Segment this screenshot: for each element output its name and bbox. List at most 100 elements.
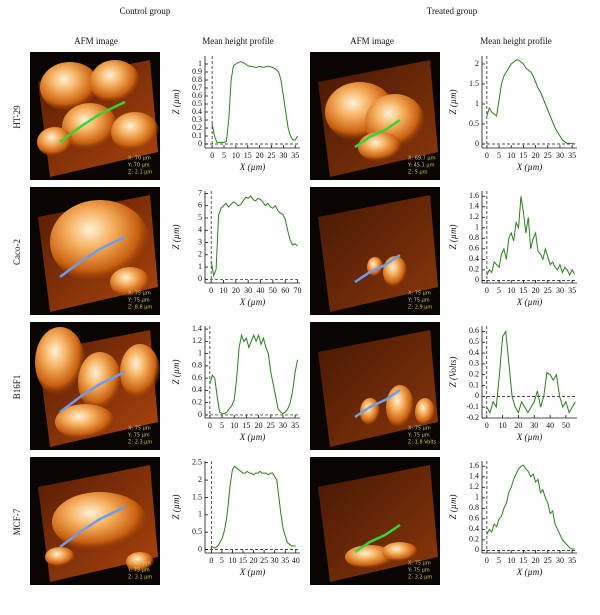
x-tick-label: 15 [519,556,527,565]
x-axis-label: X (µm) [516,162,542,172]
scan-size: Z: 2.9 µm [408,305,432,311]
profile-curve [486,59,575,145]
afm-image: X: 75 µmY: 75 µmZ: 8.8 µm [30,187,160,315]
surface-feature [415,398,435,426]
x-tick-label: 20 [255,421,263,430]
y-tick-label: 2 [475,59,479,68]
x-axis-label: X (µm) [516,297,542,307]
scan-size: Y: 75 µm [127,568,150,574]
y-axis-label: Z (µm) [171,90,181,115]
profile-curve [209,333,299,415]
y-tick-label: 0.4 [469,254,479,263]
y-tick-label: 0.8 [469,233,479,242]
y-tick-label: 0 [198,544,202,553]
y-tick-label: 4 [198,225,202,234]
x-tick-label: 30 [279,151,287,160]
profile-curve [486,329,576,414]
x-tick-label: 10 [230,421,238,430]
x-tick-label: 5 [497,556,501,565]
profile-curve [486,196,575,277]
surface-feature [90,60,140,104]
profile-line [59,235,126,278]
x-tick-label: 35 [281,556,289,565]
scan-size: Z: 5 µm [408,170,428,176]
y-tick-label: 0.8 [192,361,202,370]
x-tick-label: 30 [530,421,538,430]
y-tick-label: 0 [198,139,202,148]
x-tick-label: 30 [244,286,252,295]
surface-feature [382,542,418,562]
surface-feature [111,112,159,152]
x-tick-label: 5 [222,151,226,160]
y-tick-label: 1 [198,348,202,357]
x-tick-label: 5 [220,421,224,430]
row-label: Caco-2 [12,239,22,265]
x-tick-label: 30 [556,556,564,565]
x-tick-label: 35 [291,151,299,160]
surface-feature [55,404,115,440]
scan-size: X: 70 µm [128,156,151,162]
surface-feature [120,344,160,400]
y-tick-label: 0.2 [192,397,202,406]
profile-line [354,118,401,149]
scan-size: Y: 75 µm [127,433,150,439]
scan-size: Z: 1.8 Volts [408,440,437,446]
scan-size: X: 75 µm [408,291,431,297]
x-tick-label: 10 [507,286,515,295]
x-tick-label: 0 [209,556,213,565]
y-tick-label: 0 [475,275,479,284]
y-tick-label: 1 [475,99,479,108]
y-tick-label: 0.4 [192,107,202,116]
x-tick-label: 30 [556,286,564,295]
x-tick-label: 15 [242,421,250,430]
profile-line [59,100,126,143]
row-label: HT-29 [12,105,22,129]
x-tick-label: 15 [519,151,527,160]
x-tick-label: 10 [228,556,236,565]
y-tick-label: 1.6 [469,461,479,470]
group-title: Control group [120,6,171,16]
profile-line [59,505,126,548]
y-tick-label: 1.4 [469,472,479,481]
y-tick-label: 0.5 [192,99,202,108]
x-tick-label: 35 [291,421,299,430]
afm-image: X: 75 µmY: 75 µmZ: 2.3 µm [30,322,160,450]
x-tick-label: 25 [260,556,268,565]
x-tick-label: 35 [568,556,576,565]
scan-size: Z: 8.8 µm [128,305,152,311]
y-tick-label: 1.6 [469,191,479,200]
afm-image: X: 75 µmY: 75 µmZ: 3.2 µm [310,457,440,585]
y-tick-label: 0.2 [469,535,479,544]
surface [318,195,438,312]
x-tick-label: 10 [232,151,240,160]
y-tick-label: 1 [198,510,202,519]
x-tick-label: 10 [220,286,228,295]
y-axis-label: Z (Volts) [448,357,458,388]
surface-feature [50,200,150,284]
x-tick-label: 10 [507,556,515,565]
y-tick-label: 0.6 [469,514,479,523]
x-axis-label: X (µm) [239,567,265,577]
scan-size: Y: 70 µm [127,163,150,169]
profile-curve [486,464,575,550]
surface-feature [110,267,150,297]
scan-size: X: 69.7 µm [408,156,436,162]
y-axis-label: Z (µm) [448,225,458,250]
profile-line [59,370,126,413]
x-axis-label: X (µm) [516,567,542,577]
x-tick-label: 15 [519,286,527,295]
profile-curve [210,195,298,278]
x-tick-label: 5 [497,151,501,160]
y-axis-label: Z (µm) [448,90,458,115]
y-tick-label: 0.9 [192,67,202,76]
surface-feature [358,132,402,162]
y-tick-label: 0.3 [469,359,479,368]
y-tick-label: 1 [475,223,479,232]
x-tick-label: 50 [269,286,277,295]
y-tick-label: 0.7 [192,83,202,92]
x-tick-label: 0 [485,556,489,565]
scan-size: Y: 75 µm [127,298,150,304]
y-tick-label: 0.3 [192,115,202,124]
y-tick-label: 0.2 [192,123,202,132]
